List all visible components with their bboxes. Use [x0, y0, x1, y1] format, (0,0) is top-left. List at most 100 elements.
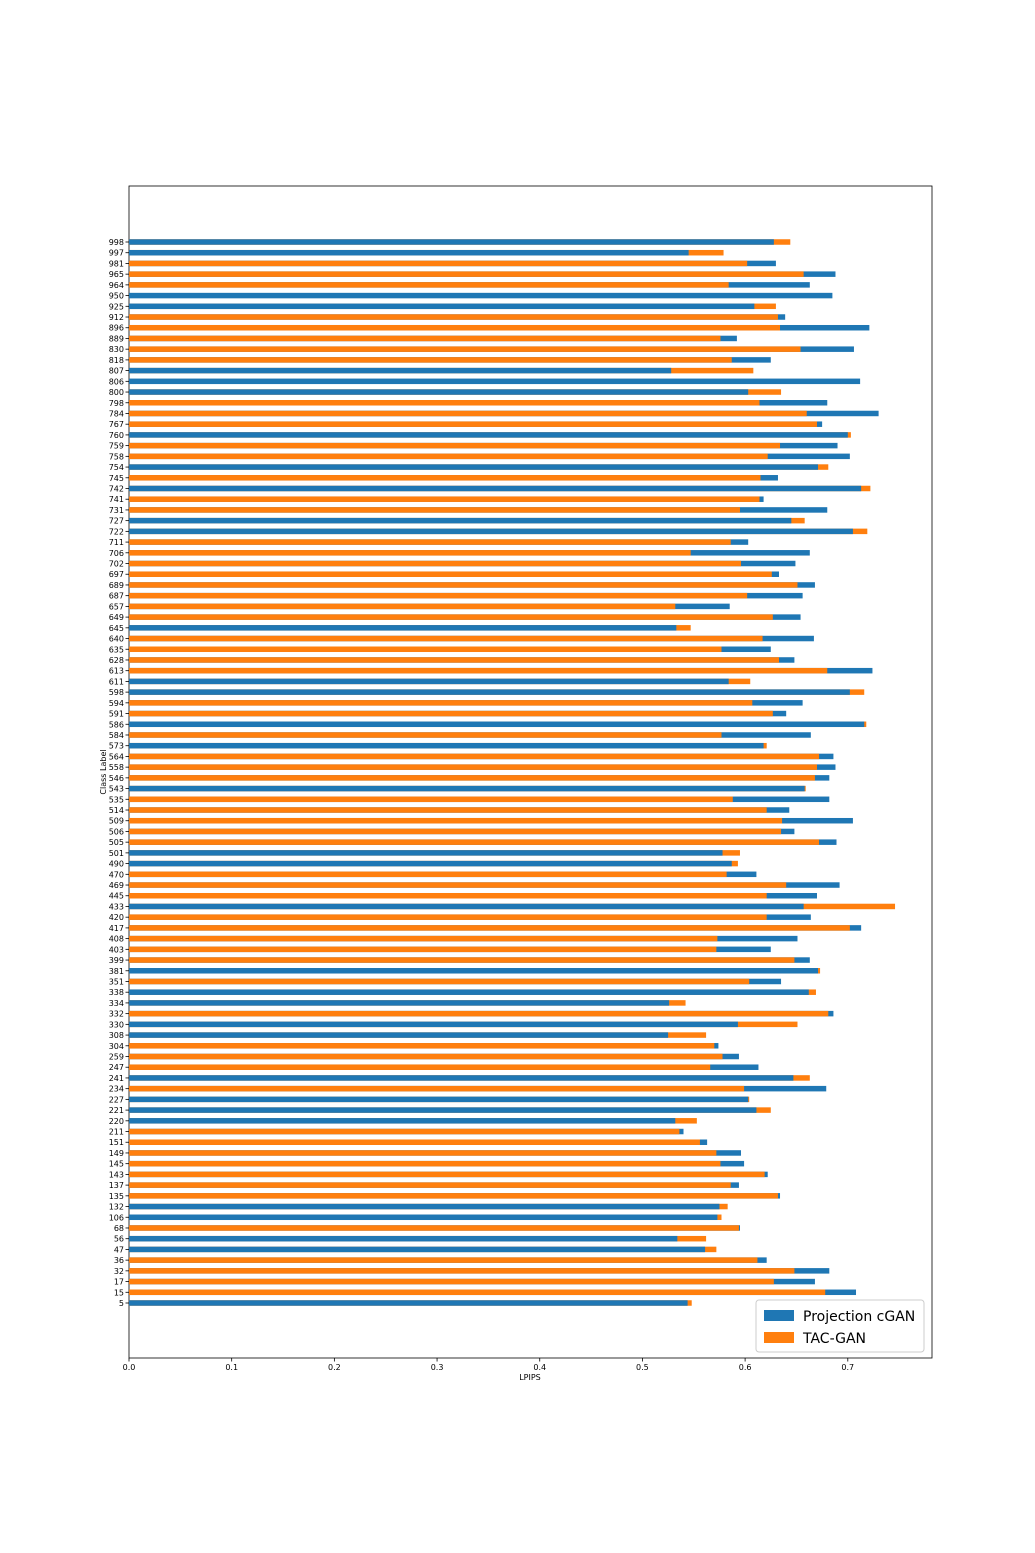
bar-tac-gan-470	[129, 871, 727, 878]
y-tick-label: 598	[109, 688, 124, 697]
bar-projection-cgan-645	[129, 625, 677, 631]
y-tick-label: 573	[109, 742, 124, 751]
bar-tac-gan-689	[129, 582, 798, 588]
bar-tac-gan-145	[129, 1160, 721, 1167]
bar-tac-gan-784	[129, 410, 807, 417]
bar-projection-cgan-433	[129, 903, 804, 910]
x-tick-label: 0.3	[431, 1363, 444, 1372]
bar-tac-gan-420	[129, 914, 767, 920]
y-tick-label: 234	[109, 1085, 124, 1094]
bar-projection-cgan-997	[129, 249, 689, 256]
bar-tac-gan-657	[129, 603, 676, 610]
y-tick-label: 5	[119, 1299, 124, 1308]
x-tick-label: 0.1	[225, 1363, 238, 1372]
y-tick-label: 420	[109, 913, 124, 922]
bar-tac-gan-706	[129, 550, 691, 556]
y-tick-label: 586	[109, 720, 124, 729]
bar-projection-cgan-227	[129, 1096, 749, 1103]
y-tick-label: 645	[109, 624, 124, 633]
y-tick-label: 702	[109, 560, 124, 569]
y-tick-label: 535	[109, 795, 124, 804]
bar-projection-cgan-727	[129, 517, 792, 524]
y-tick-label: 649	[109, 613, 124, 622]
legend-swatch-projection-cgan	[764, 1310, 794, 1321]
y-tick-label: 47	[114, 1245, 124, 1254]
y-tick-label: 760	[109, 431, 124, 440]
y-tick-label: 818	[109, 356, 124, 365]
bar-tac-gan-36	[129, 1257, 758, 1263]
y-tick-label: 731	[109, 506, 124, 515]
bar-projection-cgan-742	[129, 485, 862, 492]
bar-tac-gan-558	[129, 764, 817, 770]
bar-tac-gan-818	[129, 357, 732, 363]
y-tick-label: 514	[109, 806, 124, 815]
bar-tac-gan-830	[129, 346, 801, 352]
y-tick-label: 15	[114, 1288, 124, 1297]
bar-projection-cgan-106	[129, 1214, 718, 1221]
x-tick-label: 0.0	[123, 1363, 136, 1372]
y-tick-label: 106	[109, 1213, 124, 1222]
y-tick-label: 758	[109, 452, 124, 461]
bar-projection-cgan-598	[129, 689, 850, 695]
bar-tac-gan-259	[129, 1053, 723, 1060]
bar-projection-cgan-334	[129, 1000, 670, 1006]
bar-tac-gan-469	[129, 882, 787, 888]
bar-projection-cgan-543	[129, 785, 805, 792]
y-tick-label: 145	[109, 1160, 124, 1169]
y-tick-label: 800	[109, 388, 124, 397]
y-tick-label: 490	[109, 860, 124, 869]
x-tick-label: 0.6	[739, 1363, 752, 1372]
y-tick-label: 304	[109, 1042, 124, 1051]
y-tick-label: 308	[109, 1031, 124, 1040]
bar-projection-cgan-220	[129, 1118, 676, 1124]
y-tick-label: 32	[114, 1267, 124, 1276]
y-tick-label: 470	[109, 870, 124, 879]
y-tick-label: 334	[109, 999, 124, 1008]
bar-tac-gan-399	[129, 957, 795, 963]
bar-tac-gan-149	[129, 1150, 717, 1156]
bar-tac-gan-741	[129, 496, 760, 502]
y-tick-label: 330	[109, 1020, 124, 1029]
bar-tac-gan-143	[129, 1171, 765, 1178]
bar-projection-cgan-381	[129, 968, 819, 974]
bar-tac-gan-758	[129, 453, 768, 460]
y-tick-label: 506	[109, 827, 124, 836]
bar-tac-gan-591	[129, 710, 773, 717]
bar-projection-cgan-925	[129, 303, 755, 310]
bar-projection-cgan-221	[129, 1107, 757, 1113]
x-tick-label: 0.4	[533, 1363, 546, 1372]
y-tick-label: 211	[109, 1128, 124, 1137]
legend-label-projection-cgan: Projection cGAN	[803, 1309, 915, 1325]
y-tick-label: 741	[109, 495, 124, 504]
y-tick-label: 628	[109, 656, 124, 665]
bar-projection-cgan-611	[129, 678, 729, 685]
bar-tac-gan-731	[129, 507, 740, 513]
bar-tac-gan-247	[129, 1064, 711, 1070]
y-tick-label: 635	[109, 645, 124, 654]
bar-tac-gan-211	[129, 1128, 680, 1135]
y-tick-label: 912	[109, 313, 124, 322]
bar-tac-gan-649	[129, 614, 773, 620]
x-tick-label: 0.7	[841, 1363, 854, 1372]
y-tick-label: 241	[109, 1074, 124, 1083]
y-tick-label: 56	[114, 1235, 124, 1244]
y-tick-label: 135	[109, 1192, 124, 1201]
bar-tac-gan-965	[129, 271, 804, 277]
bar-tac-gan-889	[129, 335, 721, 342]
y-tick-label: 784	[109, 409, 124, 418]
bar-tac-gan-584	[129, 732, 722, 738]
y-tick-label: 759	[109, 442, 124, 451]
y-tick-label: 137	[109, 1181, 124, 1190]
bar-tac-gan-745	[129, 475, 761, 481]
y-tick-label: 381	[109, 967, 124, 976]
y-tick-label: 613	[109, 667, 124, 676]
y-tick-label: 711	[109, 538, 124, 547]
y-tick-label: 469	[109, 881, 124, 890]
y-tick-label: 997	[109, 249, 124, 258]
y-tick-label: 220	[109, 1117, 124, 1126]
bar-projection-cgan-586	[129, 721, 865, 728]
bar-projection-cgan-950	[129, 292, 833, 299]
y-tick-label: 399	[109, 956, 124, 965]
bar-tac-gan-514	[129, 807, 767, 813]
